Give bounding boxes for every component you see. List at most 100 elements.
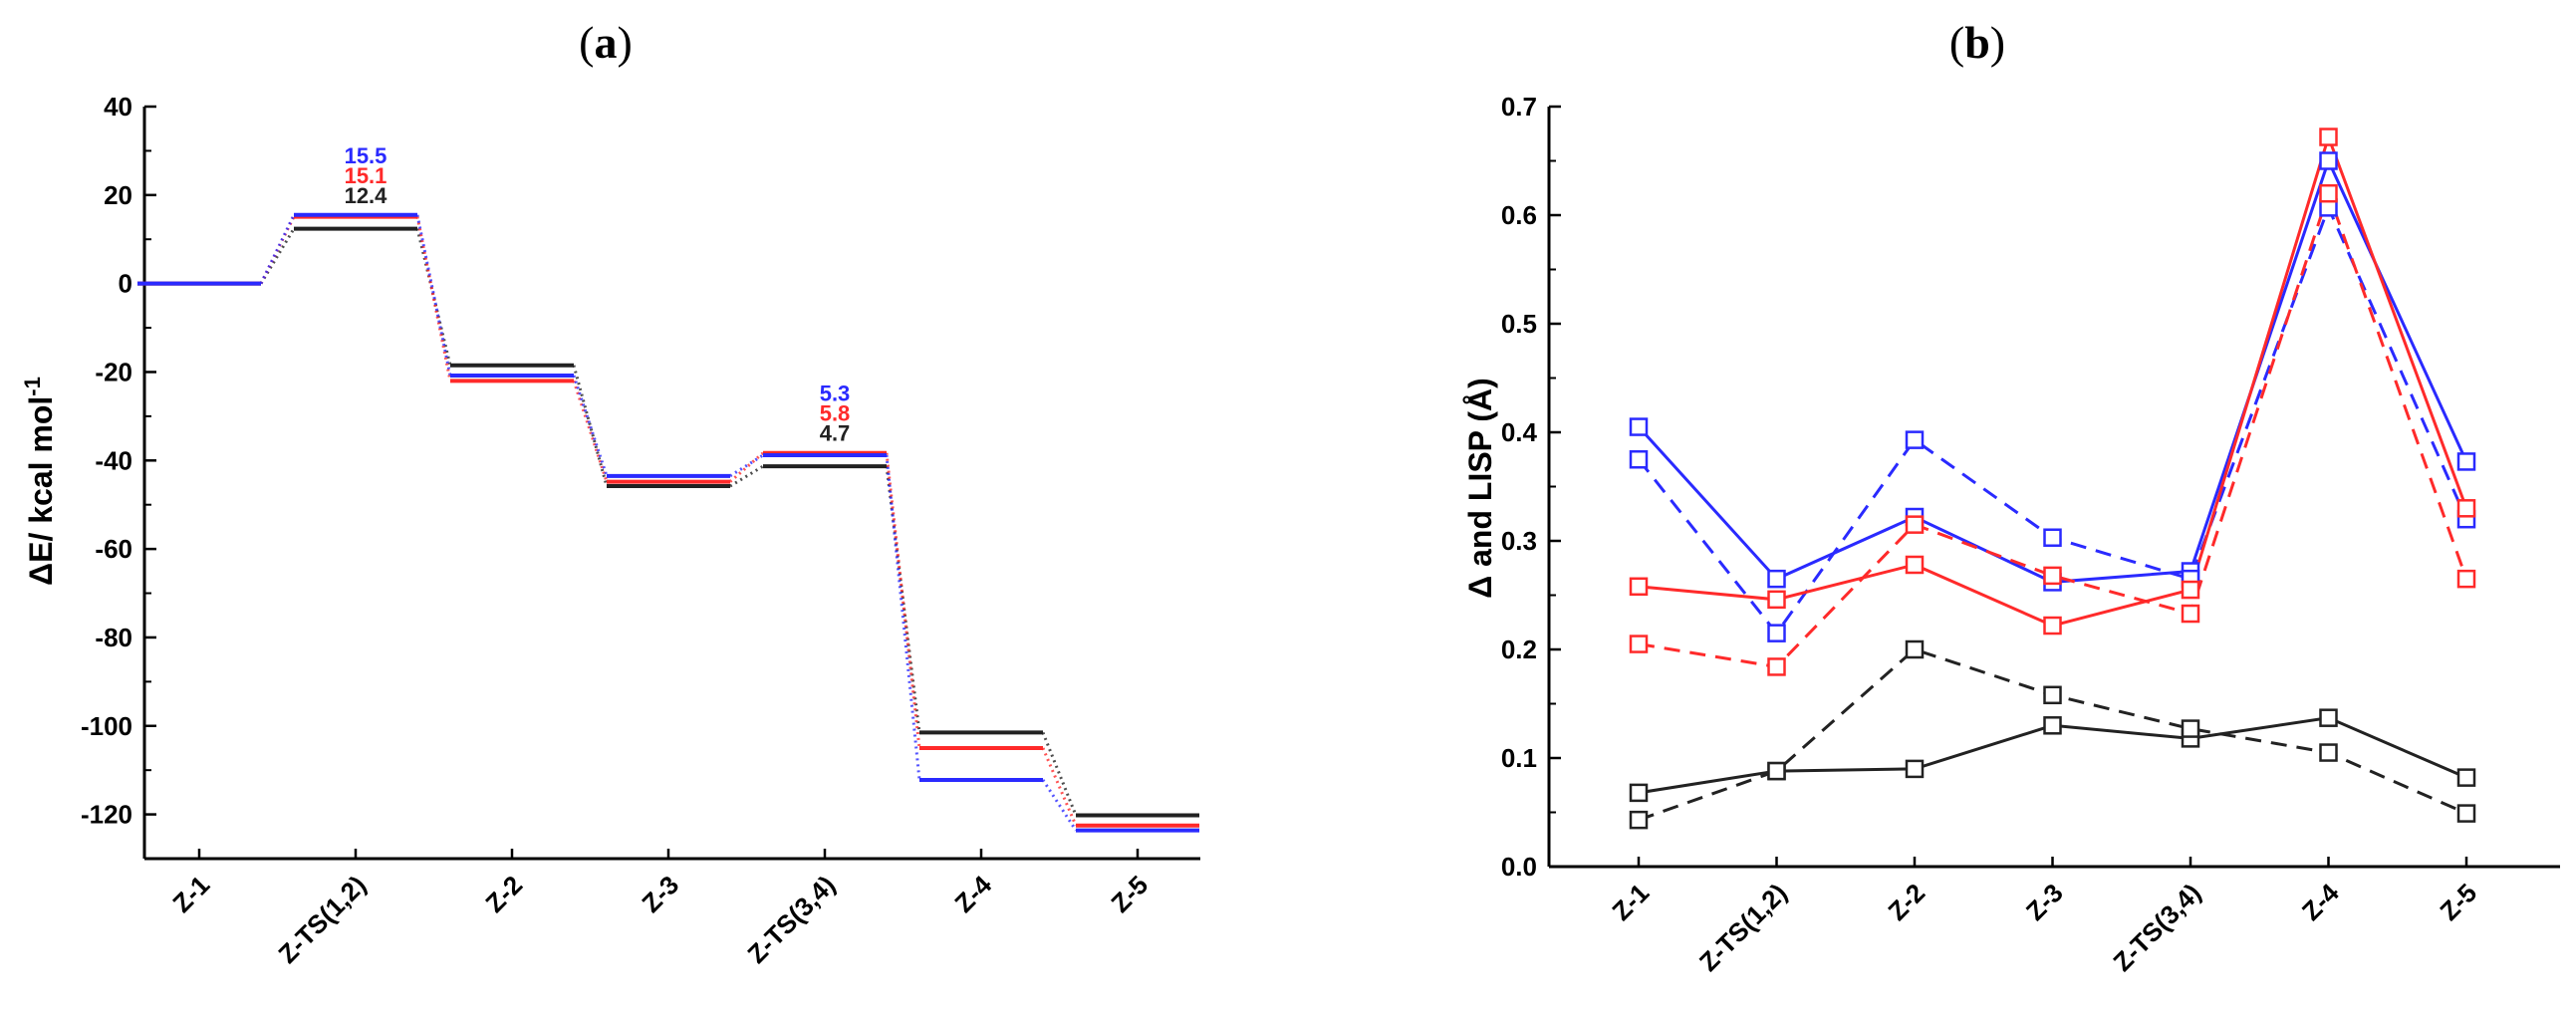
panel-a-ytick-label: -60 xyxy=(95,534,132,564)
panel-b-point-black-solid-z-3 xyxy=(2043,716,2062,735)
panel-b-point-blue-solid-z-4 xyxy=(2319,151,2338,170)
panel-a-connector-blue xyxy=(885,454,921,781)
panel-a-connector-blue xyxy=(415,214,452,377)
panel-b-point-blue-dashed-z-ts-1-2 xyxy=(1767,624,1786,642)
panel-a-connector-black xyxy=(885,465,921,733)
panel-a-connector-blue xyxy=(1041,779,1078,832)
panel-a-connector-black xyxy=(259,227,296,285)
panel-a-connector-red xyxy=(729,451,764,483)
panel-a-annotation-blue-z-ts-1-2: 15.5 xyxy=(345,143,387,168)
panel-a-ytick-label: 40 xyxy=(104,92,132,122)
panel-a-marks: 15.515.112.4 5.35.84.7 xyxy=(137,143,1199,833)
panel-b-point-red-solid-z-4 xyxy=(2319,128,2338,146)
panel-b-xtick-label-z-1: Z-1 xyxy=(1606,878,1655,926)
panel-b-point-red-dashed-z-1 xyxy=(1629,635,1649,653)
panel-a-annotation-blue-z-ts-3-4: 5.3 xyxy=(820,382,851,406)
panel-b-xtick-label-z-ts-3-4: Z-TS(3,4) xyxy=(2107,878,2206,977)
panel-b-point-black-dashed-z-ts-3-4 xyxy=(2181,719,2200,738)
panel-b-point-red-dashed-z-5 xyxy=(2456,569,2476,589)
panel-b-point-red-solid-z-ts-1-2 xyxy=(1767,590,1786,610)
panel-a-ytick-label: -80 xyxy=(95,623,132,652)
panel-a-connector-black xyxy=(729,464,764,488)
panel-b-point-black-dashed-z-ts-1-2 xyxy=(1767,761,1786,781)
panel-b-line-blue-solid xyxy=(1637,156,2468,584)
panel-b-xtick-label-z-2: Z-2 xyxy=(1882,878,1931,926)
panel-b-point-black-solid-z-4 xyxy=(2319,708,2338,727)
panel-b-xtick-label-z-5: Z-5 xyxy=(2434,878,2482,926)
panel-a-xtick-label-z-1: Z-1 xyxy=(166,870,215,918)
panel-b-xtick-label-z-3: Z-3 xyxy=(2020,878,2069,926)
panel-b-ytick-label: 0.1 xyxy=(1501,743,1537,773)
panel-b-point-red-dashed-z-3 xyxy=(2043,566,2062,586)
panel-b-point-blue-solid-z-ts-1-2 xyxy=(1767,569,1786,589)
panel-b-point-blue-solid-z-5 xyxy=(2456,452,2476,471)
panel-b-point-black-solid-z-5 xyxy=(2456,768,2476,787)
panel-b-axes: 0.0 0.1 0.2 0.3 0.4 0.5 0.6 0.7 Z-1 Z-TS(1,2) Z-2 Z… xyxy=(1501,92,2560,977)
panel-b-point-blue-solid-z-1 xyxy=(1629,417,1649,436)
panel-a-connector-red xyxy=(1041,747,1078,827)
panel-b-point-red-dashed-z-4 xyxy=(2319,183,2338,203)
panel-a-ytick-label: 0 xyxy=(119,269,132,299)
panel-b-ylabel: Δ and LISP (Å) xyxy=(1462,378,1498,599)
panel-b-xtick-label-z-4: Z-4 xyxy=(2296,878,2345,926)
panel-a-annotation-black-z-ts-1-2: 12.4 xyxy=(345,183,388,208)
panel-a-xtick-label-z-4: Z-4 xyxy=(948,870,997,918)
panel-b-point-red-solid-z-3 xyxy=(2043,616,2062,636)
panel-a-axes: 40 20 0 -20 -40 -60 -80 -100 -120 Z-1 Z-TS(1,2) Z-2… xyxy=(81,92,1200,969)
panel-b-point-blue-dashed-z-2 xyxy=(1905,430,1925,449)
panel-b-ytick-label: 0.0 xyxy=(1501,852,1537,882)
panel-a-xtick-label-z-2: Z-2 xyxy=(479,870,528,918)
panel-b-point-blue-dashed-z-1 xyxy=(1629,450,1649,469)
panel-b-point-black-dashed-z-3 xyxy=(2043,685,2062,705)
panel-a-xtick-label-z-ts-1-2: Z-TS(1,2) xyxy=(272,870,372,969)
panel-a-ytick-label: -20 xyxy=(95,357,132,386)
panel-b-line-red-solid xyxy=(1638,131,2468,628)
panel-b-point-black-dashed-z-1 xyxy=(1629,810,1649,830)
panel-a-xtick-label-z-5: Z-5 xyxy=(1105,870,1154,918)
panel-b-ytick-label: 0.5 xyxy=(1501,309,1537,339)
panel-a-xtick-label-z-3: Z-3 xyxy=(636,870,684,918)
panel-b-line-black-dashed xyxy=(1638,647,2467,822)
panel-a-connector-red xyxy=(885,452,921,749)
panel-a-label: (a) xyxy=(579,17,633,68)
panel-b-point-black-dashed-z-5 xyxy=(2456,804,2476,823)
panel-a-annotation-red-z-ts-3-4: 5.8 xyxy=(820,401,851,426)
chart-panel-a: 40 20 0 -20 -40 -60 -80 -100 -120 Z-1 Z-TS(1,2) Z-2… xyxy=(20,92,1200,969)
panel-b-label: (b) xyxy=(1949,17,2005,68)
panel-a-annotation-red-z-ts-1-2: 15.1 xyxy=(345,163,387,188)
panel-b-marks xyxy=(1629,128,2476,830)
panel-b-ytick-label: 0.7 xyxy=(1501,92,1537,122)
panel-a-ytick-label: -40 xyxy=(95,445,132,475)
panel-b-point-red-solid-z-ts-3-4 xyxy=(2181,580,2200,600)
panel-b-ytick-label: 0.2 xyxy=(1501,635,1537,664)
panel-b-point-red-dashed-z-ts-1-2 xyxy=(1767,657,1786,676)
chart-panel-b: 0.0 0.1 0.2 0.3 0.4 0.5 0.6 0.7 Z-1 Z-TS(1,2) Z-2 Z… xyxy=(1462,92,2560,977)
panel-a-ytick-label: -100 xyxy=(81,711,132,741)
panel-b-ytick-label: 0.3 xyxy=(1501,526,1537,556)
panel-b-point-black-solid-z-1 xyxy=(1629,783,1649,803)
panel-b-line-red-dashed xyxy=(1638,188,2468,669)
panel-b-point-red-solid-z-1 xyxy=(1629,577,1649,597)
panel-b-xtick-label-z-ts-1-2: Z-TS(1,2) xyxy=(1693,878,1793,977)
panel-a-ytick-label: 20 xyxy=(104,180,132,210)
panel-a-connector-blue xyxy=(729,453,764,478)
panel-a-connector-blue xyxy=(572,375,609,477)
panel-b-point-red-solid-z-5 xyxy=(2456,499,2476,518)
panel-b-ytick-label: 0.4 xyxy=(1501,417,1538,447)
panel-a-connector-blue xyxy=(259,214,296,285)
panel-b-point-red-solid-z-2 xyxy=(1905,555,1925,575)
panel-b-point-blue-dashed-z-3 xyxy=(2043,528,2062,547)
panel-a-annotation-black-z-ts-3-4: 4.7 xyxy=(820,421,851,446)
panel-a-xtick-label-z-ts-3-4: Z-TS(3,4) xyxy=(741,870,841,969)
panel-b-point-black-dashed-z-2 xyxy=(1905,639,1925,659)
panel-a-connector-red xyxy=(572,380,609,483)
panel-b-point-red-dashed-z-ts-3-4 xyxy=(2181,604,2200,624)
panel-b-point-black-solid-z-2 xyxy=(1905,759,1925,779)
panel-a-ylabel: ΔE/ kcal mol-1 xyxy=(20,377,59,586)
panel-b-point-red-dashed-z-2 xyxy=(1905,515,1925,534)
panel-b-ytick-label: 0.6 xyxy=(1501,200,1537,230)
panel-a-ytick-label: -120 xyxy=(81,800,132,830)
panel-b-point-black-dashed-z-4 xyxy=(2319,743,2338,762)
panel-a-connector-black xyxy=(1041,731,1078,817)
